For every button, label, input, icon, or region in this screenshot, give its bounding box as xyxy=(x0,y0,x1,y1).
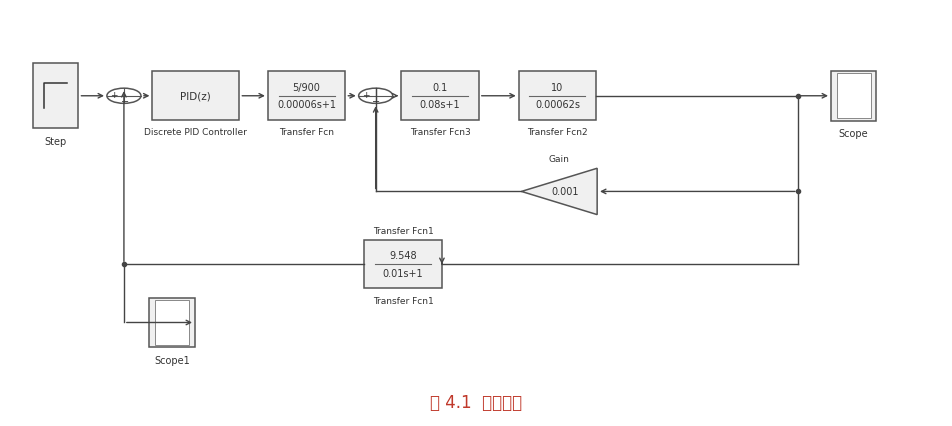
Text: Transfer Fcn2: Transfer Fcn2 xyxy=(527,128,587,137)
Text: PID(z): PID(z) xyxy=(181,91,211,101)
Text: 0.01s+1: 0.01s+1 xyxy=(383,268,424,278)
Bar xyxy=(155,300,189,345)
Text: Transfer Fcn1: Transfer Fcn1 xyxy=(373,296,433,305)
Text: Scope: Scope xyxy=(839,129,868,139)
Bar xyxy=(401,72,479,121)
Bar xyxy=(365,240,442,289)
Bar xyxy=(837,74,871,119)
Text: 0.00062s: 0.00062s xyxy=(535,100,580,110)
Text: Transfer Fcn3: Transfer Fcn3 xyxy=(409,128,470,137)
Text: 0.001: 0.001 xyxy=(551,187,579,197)
Text: +: + xyxy=(109,91,117,100)
Text: Step: Step xyxy=(45,136,67,147)
Text: 5/900: 5/900 xyxy=(292,83,321,92)
Text: Discrete PID Controller: Discrete PID Controller xyxy=(145,128,248,137)
Bar xyxy=(519,72,596,121)
Text: +: + xyxy=(362,91,369,100)
Bar xyxy=(831,72,877,121)
Polygon shape xyxy=(522,169,597,215)
Text: −: − xyxy=(372,96,381,106)
Bar xyxy=(149,298,195,348)
Text: Gain: Gain xyxy=(549,155,569,164)
Text: 10: 10 xyxy=(551,83,564,92)
Text: Transfer Fcn1: Transfer Fcn1 xyxy=(373,226,433,235)
Text: Scope1: Scope1 xyxy=(154,355,190,365)
Text: 0.08s+1: 0.08s+1 xyxy=(420,100,461,110)
Text: 图 4.1  仿真模型: 图 4.1 仿真模型 xyxy=(430,393,522,411)
Text: 0.00006s+1: 0.00006s+1 xyxy=(277,100,336,110)
Text: 9.548: 9.548 xyxy=(389,251,417,261)
Text: −: − xyxy=(121,96,129,106)
Bar xyxy=(33,64,78,129)
Bar xyxy=(152,72,239,121)
Bar xyxy=(268,72,346,121)
Text: Transfer Fcn: Transfer Fcn xyxy=(279,128,334,137)
Text: 0.1: 0.1 xyxy=(432,83,447,92)
